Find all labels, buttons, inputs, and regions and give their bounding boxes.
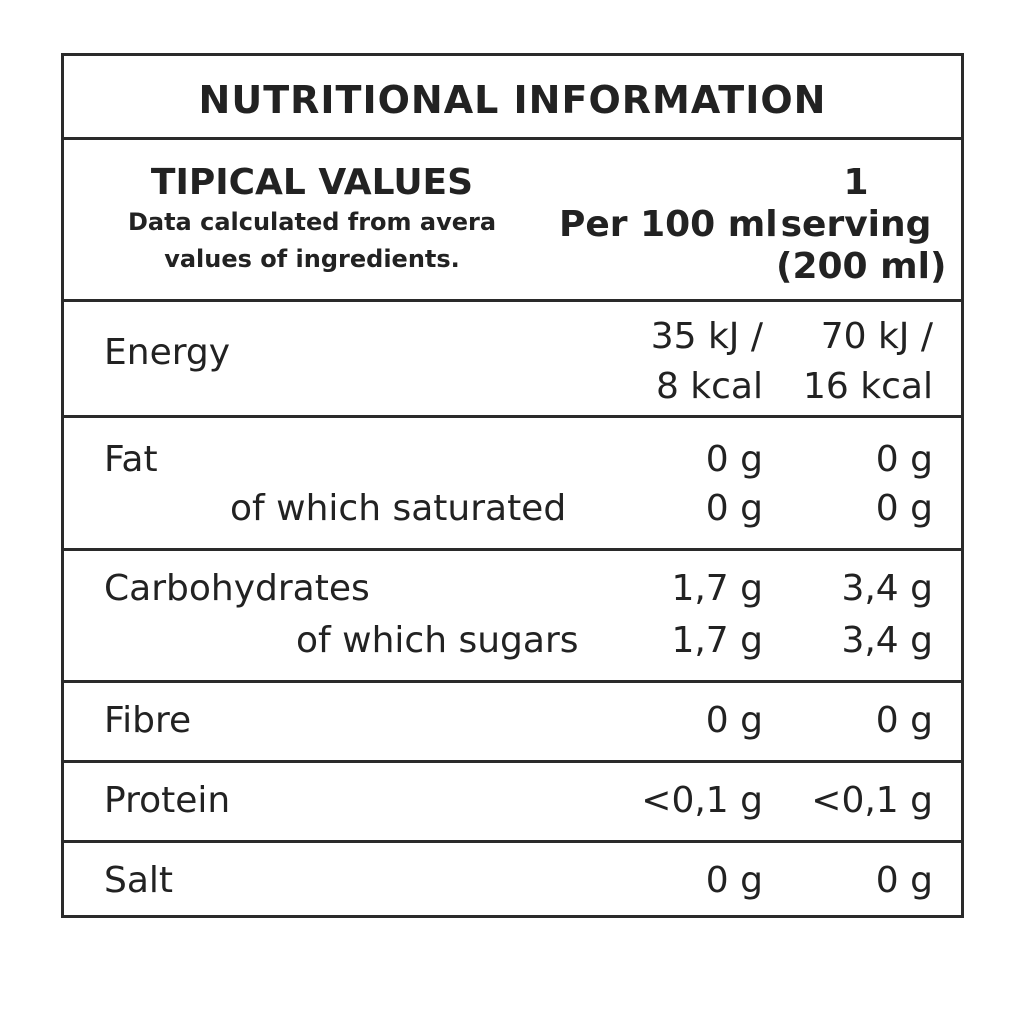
column-header-row: TIPICAL VALUES Data calculated from aver… bbox=[64, 137, 961, 299]
salt-serving: 0 g bbox=[875, 860, 933, 901]
sugars-label: of which sugars bbox=[296, 620, 579, 661]
fat-label: Fat bbox=[104, 439, 158, 480]
serving-count: 1 bbox=[843, 162, 869, 203]
protein-per100: <0,1 g bbox=[641, 780, 763, 821]
energy-serving-kj: 70 kJ / bbox=[820, 316, 933, 357]
energy-per100-kcal: 8 kcal bbox=[655, 366, 763, 407]
energy-row: Energy 35 kJ / 8 kcal 70 kJ / 16 kcal bbox=[64, 299, 961, 415]
calculation-note-line1: Data calculated from avera bbox=[127, 208, 497, 236]
energy-label: Energy bbox=[104, 332, 231, 373]
sugars-serving: 3,4 g bbox=[841, 620, 933, 661]
saturated-label: of which saturated bbox=[230, 488, 567, 529]
energy-serving: 70 kJ / 16 kcal bbox=[803, 312, 933, 412]
per-100ml-header: Per 100 ml bbox=[559, 204, 778, 245]
salt-per100: 0 g bbox=[705, 860, 763, 901]
fibre-row: Fibre 0 g 0 g bbox=[64, 680, 961, 760]
carbohydrates-label: Carbohydrates bbox=[104, 568, 370, 609]
carbohydrates-per100: 1,7 g bbox=[671, 568, 763, 609]
typical-values-header: TIPICAL VALUES Data calculated from aver… bbox=[112, 162, 512, 278]
serving-word: serving bbox=[780, 204, 932, 245]
fibre-per100: 0 g bbox=[705, 700, 763, 741]
fibre-label: Fibre bbox=[104, 700, 192, 741]
saturated-serving: 0 g bbox=[875, 488, 933, 529]
fat-serving: 0 g bbox=[875, 439, 933, 480]
serving-size: (200 ml) bbox=[776, 246, 947, 287]
protein-row: Protein <0,1 g <0,1 g bbox=[64, 760, 961, 840]
energy-serving-kcal: 16 kcal bbox=[803, 366, 933, 407]
energy-per100: 35 kJ / 8 kcal bbox=[651, 312, 763, 412]
protein-serving: <0,1 g bbox=[811, 780, 933, 821]
per-serving-header: 1 serving (200 ml) bbox=[776, 162, 947, 288]
fat-per100: 0 g bbox=[705, 439, 763, 480]
salt-label: Salt bbox=[104, 860, 174, 901]
typical-values-label: TIPICAL VALUES bbox=[150, 162, 474, 203]
carbohydrates-serving: 3,4 g bbox=[841, 568, 933, 609]
protein-label: Protein bbox=[104, 780, 231, 821]
table-title: NUTRITIONAL INFORMATION bbox=[198, 78, 827, 122]
saturated-per100: 0 g bbox=[705, 488, 763, 529]
sugars-per100: 1,7 g bbox=[671, 620, 763, 661]
fat-row: Fat 0 g 0 g of which saturated 0 g 0 g bbox=[64, 415, 961, 548]
energy-per100-kj: 35 kJ / bbox=[650, 316, 763, 357]
carbohydrates-row: Carbohydrates 1,7 g 3,4 g of which sugar… bbox=[64, 548, 961, 680]
fibre-serving: 0 g bbox=[875, 700, 933, 741]
calculation-note-line2: values of ingredients. bbox=[164, 245, 460, 273]
nutrition-table: NUTRITIONAL INFORMATION TIPICAL VALUES D… bbox=[61, 53, 964, 918]
table-title-row: NUTRITIONAL INFORMATION bbox=[64, 56, 961, 137]
salt-row: Salt 0 g 0 g bbox=[64, 840, 961, 915]
